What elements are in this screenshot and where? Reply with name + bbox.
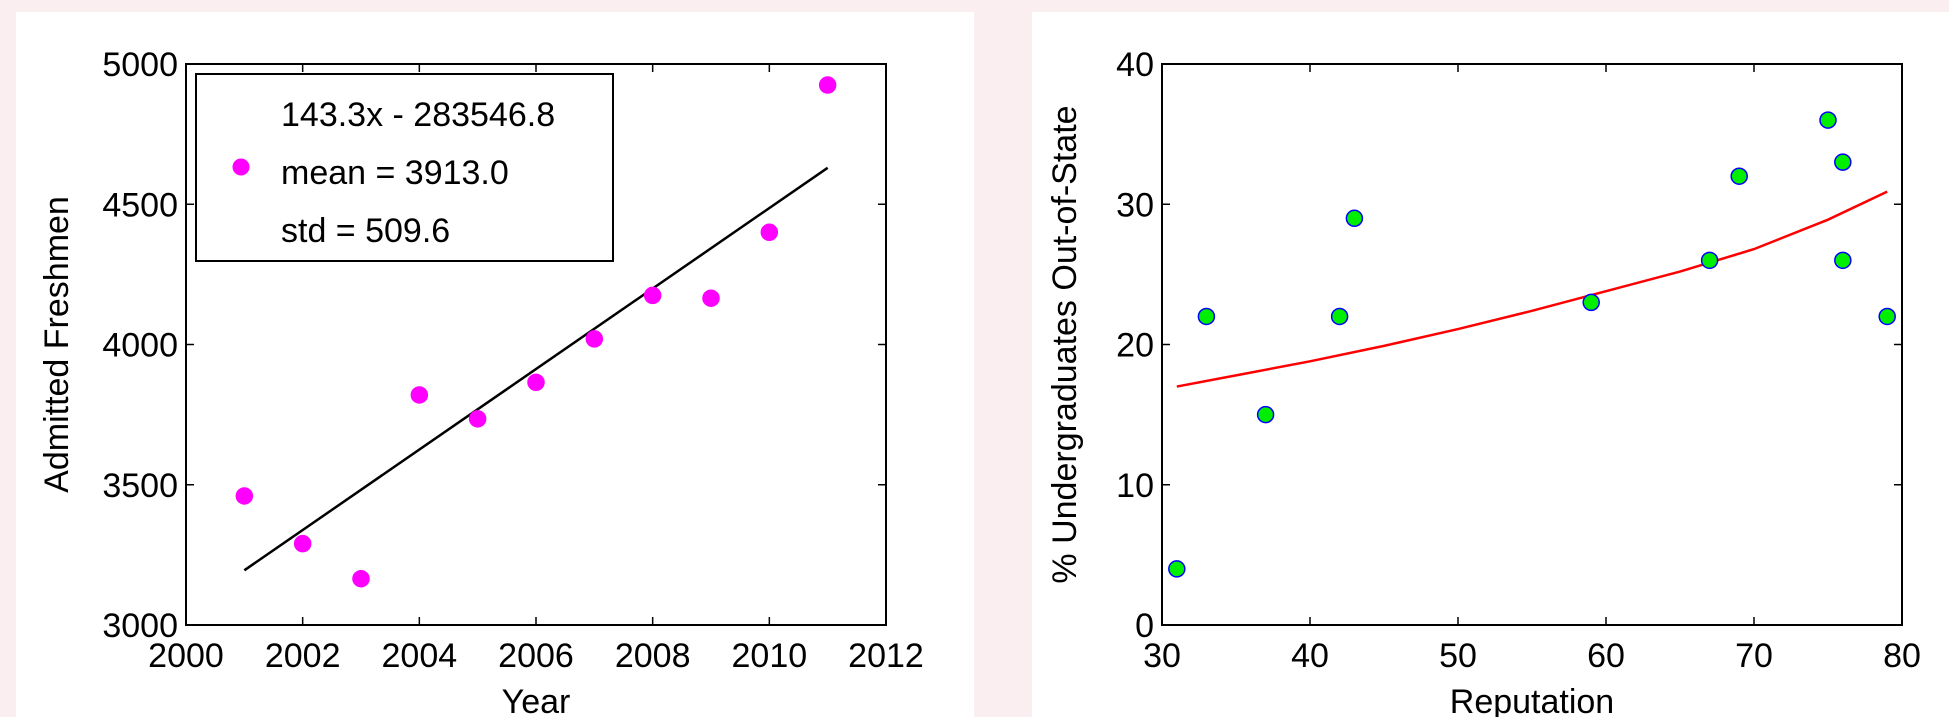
- data-point: [1878, 307, 1896, 326]
- x-axis-label: Year: [502, 683, 571, 717]
- data-point: [1197, 307, 1216, 326]
- x-tick-label: 30: [1143, 637, 1181, 675]
- fit-line: [1176, 190, 1888, 388]
- y-tick-label: 5000: [102, 46, 178, 84]
- data-point: [702, 289, 720, 307]
- y-tick-label: 40: [1116, 46, 1154, 84]
- x-tick-label: 50: [1439, 637, 1477, 675]
- data-point: [235, 487, 254, 505]
- y-tick-label: 10: [1116, 467, 1154, 505]
- data-point: [468, 410, 487, 428]
- data-point: [1168, 560, 1186, 578]
- out-of-state-chart: 30 40 50 60 70 80 0 10 20 30 40 Reputation % Undergr…: [1046, 46, 1921, 717]
- chart-panel-left: 2000 2002 2004 2006 2008 2010 2012 3000 3500 4000…: [16, 12, 974, 717]
- y-tick-label: 4000: [102, 327, 178, 365]
- legend-marker: [232, 158, 250, 176]
- x-tick-label: 70: [1735, 637, 1773, 675]
- x-tick-label: 2004: [382, 637, 458, 675]
- legend-text: std = 509.6: [281, 212, 450, 250]
- plot-frame: [1161, 63, 1903, 626]
- data-point: [293, 534, 312, 553]
- y-axis-label: % Undergraduates Out-of-State: [1046, 105, 1084, 583]
- x-tick-label: 2008: [615, 637, 691, 675]
- data-point: [1256, 405, 1275, 424]
- data-point: [1819, 111, 1837, 129]
- data-point: [760, 223, 779, 242]
- chart-panel-right: 30 40 50 60 70 80 0 10 20 30 40 Reputation % Undergr…: [1032, 12, 1949, 717]
- data-point: [352, 569, 370, 588]
- x-tick-label: 2000: [148, 637, 224, 675]
- data-point: [1582, 293, 1600, 312]
- y-tick-label: 3000: [102, 607, 178, 645]
- data-point: [643, 286, 662, 305]
- y-tick-label: 3500: [102, 467, 178, 505]
- data-point: [585, 330, 604, 348]
- x-tick-label: 2006: [498, 637, 574, 675]
- y-tick-label: 4500: [102, 186, 178, 224]
- data-point: [818, 76, 837, 94]
- x-tick-label: 40: [1291, 637, 1329, 675]
- data-point: [1834, 251, 1852, 270]
- legend-text: mean = 3913.0: [281, 154, 509, 192]
- data-point: [1834, 153, 1852, 171]
- x-tick-label: 60: [1587, 637, 1625, 675]
- data-point: [1330, 307, 1349, 326]
- x-tick-label: 80: [1883, 637, 1921, 675]
- x-tick-label: 2010: [732, 637, 808, 675]
- admitted-freshmen-chart: 2000 2002 2004 2006 2008 2010 2012 3000 3500 4000…: [38, 46, 924, 717]
- data-point: [1345, 209, 1364, 228]
- data-point: [1700, 251, 1719, 270]
- y-tick-label: 0: [1135, 607, 1154, 645]
- data-point: [527, 373, 545, 392]
- x-tick-label: 2002: [265, 637, 341, 675]
- y-tick-label: 20: [1116, 327, 1154, 365]
- x-tick-label: 2012: [848, 637, 924, 675]
- x-axis-label: Reputation: [1450, 683, 1614, 717]
- legend-box: [195, 73, 614, 262]
- data-point: [1730, 167, 1748, 185]
- y-tick-label: 30: [1116, 186, 1154, 224]
- legend-text: 143.3x - 283546.8: [281, 96, 555, 134]
- data-point: [410, 386, 429, 404]
- y-axis-label: Admitted Freshmen: [38, 196, 76, 493]
- fit-line: [243, 166, 829, 572]
